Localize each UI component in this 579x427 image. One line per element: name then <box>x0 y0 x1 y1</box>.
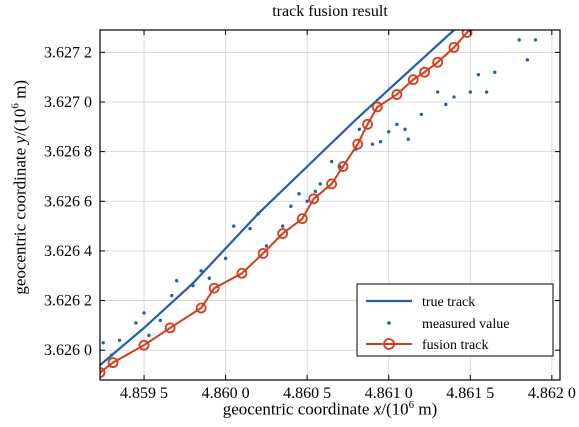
fusion-track-marker <box>277 228 289 239</box>
measured-value-point <box>370 142 375 146</box>
measured-value-point <box>223 256 228 261</box>
measured-value-point <box>142 311 146 315</box>
measured-value-point <box>435 90 440 94</box>
fusion-track-marker <box>337 161 349 172</box>
fusion-track-marker <box>352 138 364 150</box>
fusion-track-marker <box>448 41 460 53</box>
fusion-track-marker <box>308 193 320 205</box>
measured-value-point <box>476 72 481 77</box>
fusion-track-marker <box>419 66 431 78</box>
measured-value-point <box>207 276 211 280</box>
fusion-track-marker <box>407 74 419 86</box>
true-track-line <box>100 30 456 366</box>
measured-value-point <box>305 199 309 203</box>
measured-value-point <box>280 224 285 228</box>
measured-value-point <box>318 182 322 186</box>
y-tick-label: 3.626 0 <box>44 342 92 359</box>
measured-value-point <box>158 318 163 323</box>
y-tick-label: 3.626 8 <box>44 144 92 161</box>
measured-value-point <box>117 338 122 342</box>
y-tick-label: 3.627 0 <box>44 94 92 111</box>
measured-value-point <box>444 102 448 107</box>
fusion-track-marker <box>100 367 106 378</box>
fusion-track-marker <box>236 267 248 279</box>
measured-value-point <box>289 204 293 208</box>
measured-value-point <box>406 137 410 141</box>
measured-value-point <box>395 122 399 127</box>
legend: true track measured value fusion track <box>356 283 554 357</box>
measured-value-point <box>101 341 105 345</box>
fusion-track-marker <box>432 56 444 68</box>
measured-value-point <box>357 127 362 131</box>
measured-value-point <box>147 333 151 338</box>
measured-value-point <box>134 321 138 325</box>
measured-value-point <box>313 189 318 194</box>
y-axis-label: geocentric coordinate y/(106 m) <box>9 80 30 295</box>
fusion-track-marker <box>138 339 150 351</box>
measured-value-point <box>109 353 114 357</box>
legend-true-track-label: true track <box>422 295 475 310</box>
measured-value-point <box>191 283 195 288</box>
series-layer <box>100 0 538 378</box>
measured-value-point <box>517 38 521 42</box>
legend-measured-value-label: measured value <box>422 317 509 332</box>
measured-value-point <box>329 159 334 164</box>
fusion-track-marker <box>164 322 176 334</box>
fusion-track-marker <box>257 248 269 259</box>
x-tick-label: 4.862 0 <box>528 385 576 402</box>
fusion-track-marker <box>107 357 119 369</box>
legend-fusion-track-marker <box>383 338 395 350</box>
legend-fusion-track-label: fusion track <box>422 338 488 353</box>
measured-value-point <box>468 90 472 94</box>
measured-value-point <box>484 90 489 94</box>
measured-value-point <box>264 244 269 248</box>
fusion-track-marker <box>480 13 489 22</box>
measured-value-point <box>297 192 301 196</box>
fusion-track-marker <box>326 178 338 190</box>
fusion-track-marker <box>208 282 220 294</box>
axis-ticks: 4.859 5 4.860 0 4.860 5 4.861 0 4.861 5 4.862… <box>44 30 576 402</box>
x-tick-label: 4.860 0 <box>202 385 250 402</box>
measured-value-point <box>232 224 236 228</box>
x-axis-label: geocentric coordinate x/(106 m) <box>222 399 438 419</box>
measured-value-point <box>403 127 407 131</box>
y-tick-label: 3.626 2 <box>44 293 92 310</box>
fusion-track-marker <box>497 0 506 2</box>
x-tick-label: 4.861 0 <box>365 385 413 402</box>
measured-value-point <box>170 293 174 298</box>
fusion-track-marker <box>362 118 373 130</box>
chart-title: track fusion result <box>272 3 388 20</box>
fusion-track-marker <box>296 213 308 225</box>
measured-value-point <box>378 140 383 144</box>
fusion-track-marker <box>195 302 207 314</box>
x-tick-label: 4.860 5 <box>283 385 331 402</box>
y-tick-label: 3.627 2 <box>44 44 92 61</box>
x-tick-label: 4.859 5 <box>120 385 168 402</box>
x-tick-label: 4.861 5 <box>446 385 494 402</box>
measured-value-point <box>248 226 252 231</box>
measured-value-point <box>525 58 530 62</box>
y-tick-label: 3.626 6 <box>44 193 92 210</box>
measured-value-point <box>387 130 391 134</box>
measured-value-point <box>199 269 203 273</box>
fusion-track-marker <box>371 101 383 113</box>
measured-value-point <box>452 95 456 99</box>
measured-value-point <box>493 70 497 74</box>
y-tick-label: 3.626 4 <box>44 243 92 260</box>
plot-frame <box>99 29 561 381</box>
measured-value-point <box>419 112 424 117</box>
legend-measured-value-dot <box>387 321 391 325</box>
measured-value-point <box>256 211 260 216</box>
measured-value-point <box>533 38 538 42</box>
measured-value-point <box>174 279 179 283</box>
fusion-track-marker <box>391 89 403 100</box>
fusion-track-marker <box>461 30 473 38</box>
